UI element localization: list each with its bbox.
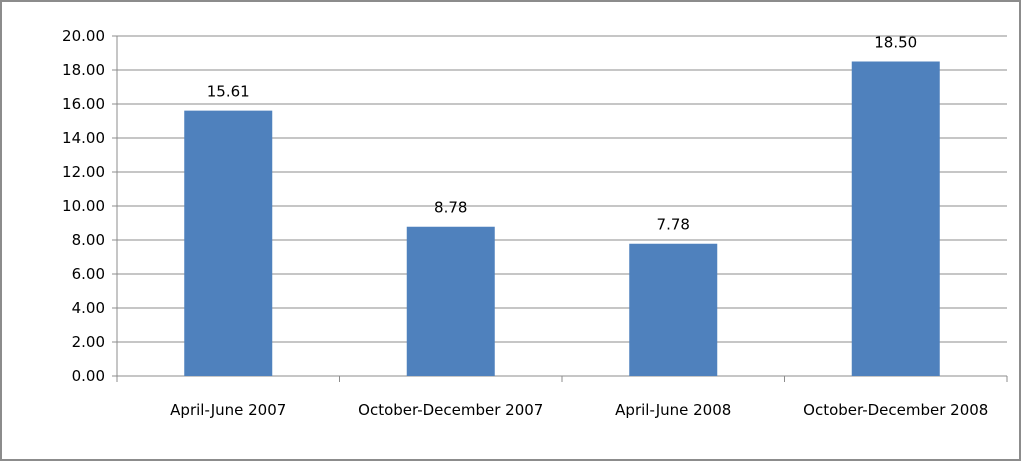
y-tick-label: 12.00 xyxy=(62,163,105,181)
y-tick-label: 4.00 xyxy=(72,299,105,317)
y-tick-label: 18.00 xyxy=(62,61,105,79)
y-tick-label: 2.00 xyxy=(72,333,105,351)
y-tick-label: 6.00 xyxy=(72,265,105,283)
data-label: 18.50 xyxy=(874,34,917,52)
x-tick-label: April-June 2007 xyxy=(170,401,286,419)
y-tick-label: 16.00 xyxy=(62,95,105,113)
x-tick-label: April-June 2008 xyxy=(615,401,731,419)
bar xyxy=(184,110,273,376)
x-tick-label: October-December 2008 xyxy=(803,401,988,419)
x-tick-label: October-December 2007 xyxy=(358,401,543,419)
y-tick-label: 20.00 xyxy=(62,27,105,45)
bar xyxy=(851,61,940,376)
data-label: 8.78 xyxy=(434,199,467,217)
bar xyxy=(406,226,495,376)
bar xyxy=(629,243,718,376)
y-tick-label: 14.00 xyxy=(62,129,105,147)
y-tick-label: 10.00 xyxy=(62,197,105,215)
data-label: 7.78 xyxy=(657,216,690,234)
y-tick-label: 8.00 xyxy=(72,231,105,249)
y-tick-label: 0.00 xyxy=(72,367,105,385)
data-label: 15.61 xyxy=(207,83,250,101)
